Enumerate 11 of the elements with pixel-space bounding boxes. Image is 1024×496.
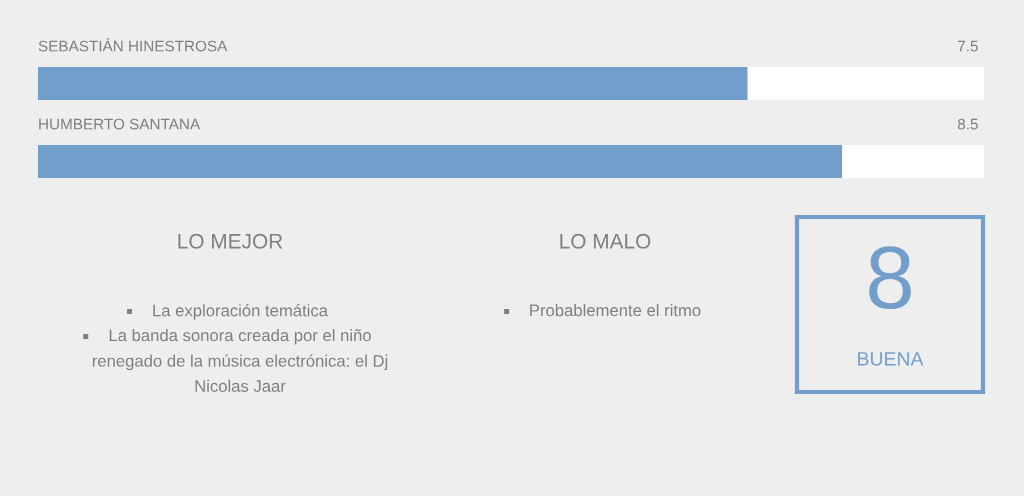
text: LO MEJOR [178,233,283,249]
category-label: BUENA [858,352,924,366]
data-label: 7.5 [957,40,978,52]
text: LO MALO [560,233,651,249]
y-tick-label: SEBASTIÁN HINESTROSA [38,38,228,52]
text: La banda sonora creada por el niño renegado de la música electrónica: el Dj Nicolas Jaar [92,329,388,392]
data-label: 8 [869,246,911,310]
data-label: 8.5 [957,118,978,130]
y-tick-label: HUMBERTO SANTANA [39,118,201,130]
text: Probablemente el ritmo [530,304,701,317]
text: La exploración temática [153,304,329,320]
